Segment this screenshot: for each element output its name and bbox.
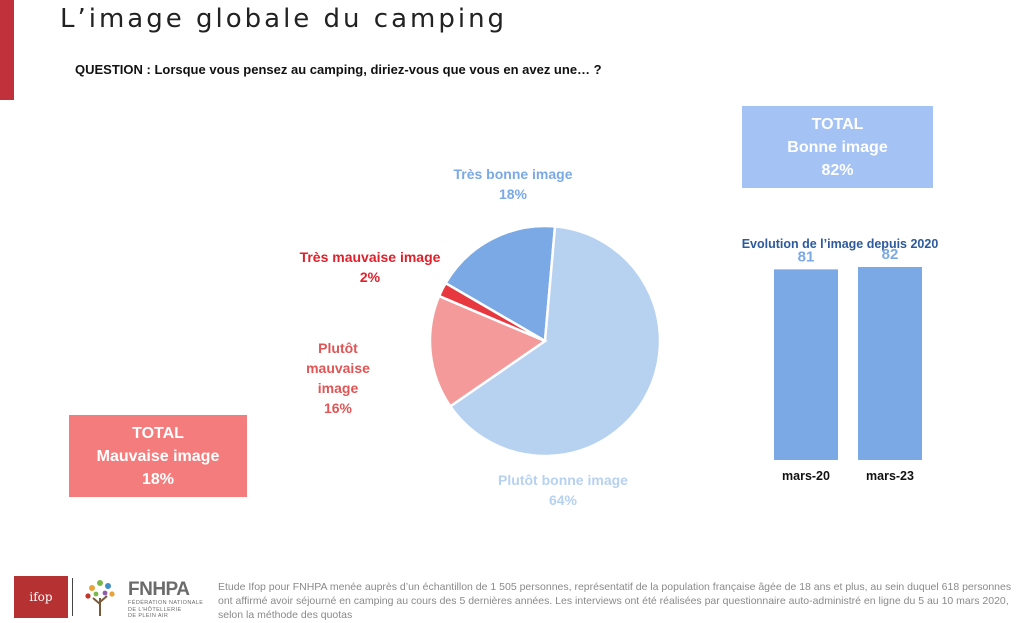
total-good-box: TOTAL Bonne image 82% bbox=[742, 106, 933, 188]
fnhpa-logo-subtitle: FÉDÉRATION NATIONALE DE L'HÔTELLERIE DE … bbox=[128, 600, 204, 619]
total-bad-line1: TOTAL bbox=[132, 424, 184, 442]
pie-label-0: Très bonne image 18% bbox=[453, 166, 572, 202]
pie-label-1: Plutôt bonne image 64% bbox=[498, 472, 628, 508]
slide-title: L’image globale du camping bbox=[60, 4, 508, 34]
bar-category-label-1: mars-23 bbox=[866, 469, 914, 483]
pie-chart: Très bonne image 18% Plutôt bonne image 64%… bbox=[300, 166, 662, 508]
bar-category-label-0: mars-20 bbox=[782, 469, 830, 483]
pie-slice-3 bbox=[437, 281, 546, 343]
footer-note: Etude Ifop pour FNHPA menée auprès d’un … bbox=[218, 581, 1012, 621]
total-bad-value: 18% bbox=[141, 470, 175, 488]
question-text: QUESTION : Lorsque vous pensez au campin… bbox=[75, 62, 602, 77]
fnhpa-logo-text: FNHPA bbox=[128, 579, 190, 600]
logo-divider bbox=[72, 578, 73, 616]
total-good-line1: TOTAL bbox=[811, 115, 864, 133]
pie-label-3: Très mauvaise image 2% bbox=[300, 249, 441, 285]
bar-1 bbox=[858, 267, 922, 460]
bar-value-label-0: 81 bbox=[798, 248, 815, 265]
fnhpa-tree-icon bbox=[85, 580, 115, 616]
total-good-line2: Bonne image bbox=[787, 138, 888, 156]
pie-slice-0 bbox=[443, 224, 557, 344]
total-bad-line2: Mauvaise image bbox=[96, 447, 220, 465]
bar-value-label-1: 82 bbox=[882, 246, 899, 263]
pie-label-2: Plutôt mauvaise image 16% bbox=[306, 340, 370, 416]
total-good-value: 82% bbox=[821, 161, 854, 179]
ifop-logo: ifop bbox=[14, 576, 68, 618]
bar-0 bbox=[774, 269, 838, 460]
total-bad-box: TOTAL Mauvaise image 18% bbox=[69, 415, 247, 497]
accent-bar bbox=[0, 0, 14, 100]
pie-slice-2 bbox=[428, 294, 548, 409]
pie-slice-1 bbox=[448, 225, 662, 458]
bar-chart-title: Evolution de l’image depuis 2020 bbox=[742, 237, 939, 251]
